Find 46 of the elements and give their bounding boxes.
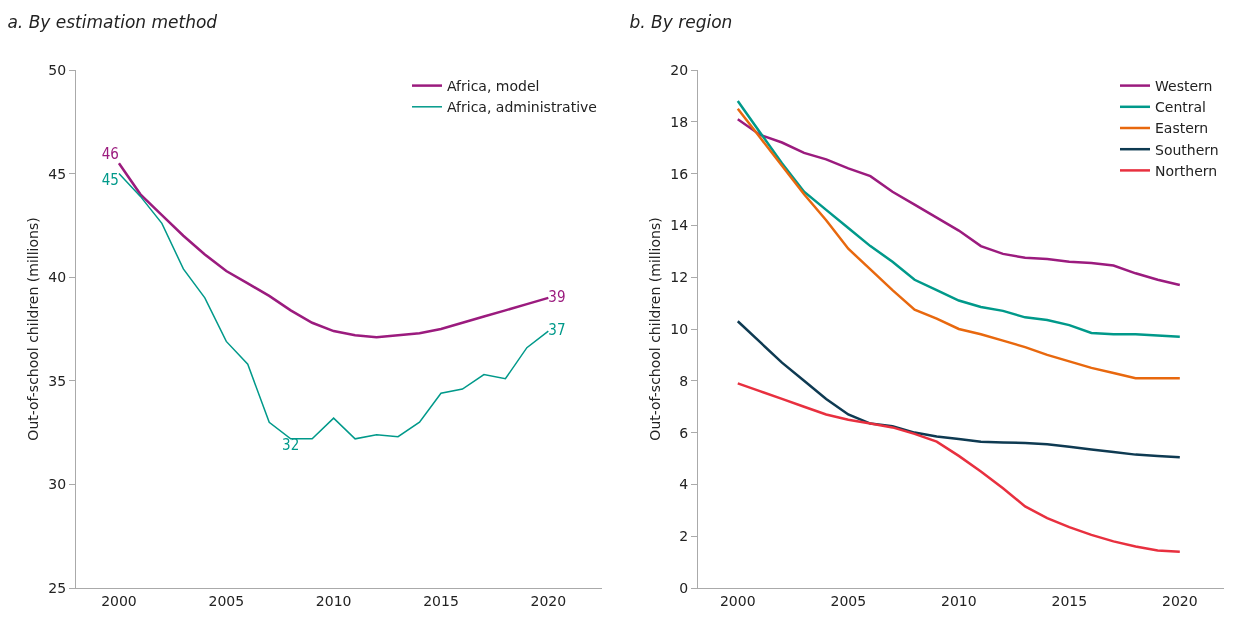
y-tick-label: 14 <box>670 217 689 234</box>
x-tick-label: 2010 <box>315 592 352 609</box>
x-tick-label: 2005 <box>830 592 867 609</box>
data-label: 45 <box>101 170 119 189</box>
x-tick-label: 2000 <box>719 592 756 609</box>
x-tick-label: 2020 <box>530 592 567 609</box>
y-tick-label: 45 <box>48 165 67 182</box>
y-tick-label: 35 <box>48 372 67 389</box>
legend-label: Eastern <box>1155 120 1209 137</box>
y-tick-label: 18 <box>670 113 689 130</box>
y-tick-label: 50 <box>48 61 67 78</box>
y-tick-label: 6 <box>679 424 689 441</box>
x-tick-label: 2020 <box>1161 592 1198 609</box>
data-label: 37 <box>548 320 566 339</box>
x-tick-label: 2015 <box>423 592 459 609</box>
x-tick-label: 2000 <box>101 592 137 609</box>
legend-label: Northern <box>1155 162 1218 179</box>
legend-label: Southern <box>1155 141 1219 158</box>
y-tick-label: 25 <box>48 579 67 596</box>
y-tick-label: 40 <box>48 269 67 286</box>
line-series <box>736 382 1182 553</box>
y-tick-label: 0 <box>679 579 689 596</box>
y-axis-title: Out-of-school children (millions) <box>25 217 41 441</box>
y-axis-title: Out-of-school children (millions) <box>647 217 663 441</box>
y-tick-label: 16 <box>670 165 689 182</box>
x-tick-label: 2010 <box>940 592 977 609</box>
data-label: 46 <box>101 145 119 164</box>
legend-label: Africa, administrative <box>447 99 597 116</box>
y-tick-label: 12 <box>670 269 689 286</box>
chart-title: a. By estimation method <box>7 11 218 32</box>
line-series <box>118 172 550 440</box>
y-tick-label: 2 <box>679 528 689 545</box>
line-series <box>117 161 550 339</box>
y-tick-label: 8 <box>679 372 689 389</box>
x-tick-label: 2015 <box>1051 592 1088 609</box>
legend-label: Central <box>1155 99 1206 116</box>
data-label: 39 <box>548 287 566 306</box>
line-series <box>736 319 1182 459</box>
x-tick-label: 2005 <box>208 592 245 609</box>
chart-title: b. By region <box>629 11 733 32</box>
legend-label: Africa, model <box>447 78 540 95</box>
y-tick-label: 30 <box>48 476 67 493</box>
y-tick-label: 10 <box>670 320 689 337</box>
y-tick-label: 4 <box>679 476 689 493</box>
legend-label: Western <box>1155 78 1213 95</box>
y-tick-label: 20 <box>670 61 689 78</box>
